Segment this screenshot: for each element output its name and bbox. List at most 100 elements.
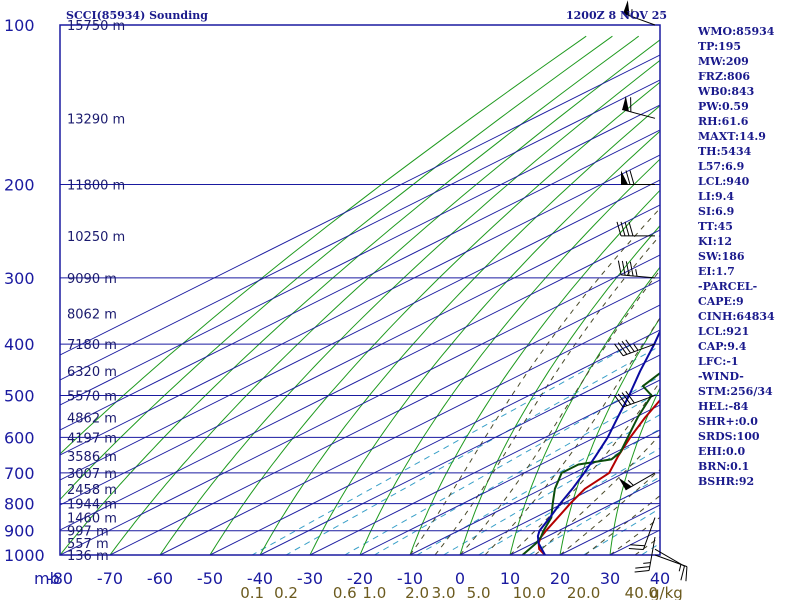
wind-barb (616, 221, 655, 237)
height-label: 10250 m (67, 230, 125, 245)
mixing-ratio-label: 0.1 (240, 584, 264, 600)
index-item: LI:9.4 (698, 190, 734, 203)
series-dewpoint-line (521, 371, 660, 555)
index-item: LCL:940 (698, 175, 750, 188)
plot-frame (59, 24, 661, 556)
mixing-ratio-label: 2.0 (405, 584, 429, 600)
dry-adiabat (60, 35, 613, 501)
wind-barb (618, 472, 656, 491)
dry-adiabat (359, 158, 660, 555)
index-item: SHR+:0.0 (698, 415, 758, 428)
index-item: TH:5434 (698, 145, 752, 158)
wind-barb (634, 536, 656, 573)
dry-adiabat (559, 317, 660, 555)
isotherm (60, 54, 660, 356)
wind-barb (622, 96, 656, 119)
dry-adiabat (609, 386, 660, 555)
height-label: 4197 m (67, 431, 117, 446)
height-label: 9090 m (67, 272, 117, 287)
mixing-ratio-label: 0.6 (333, 584, 357, 600)
isotherm (158, 304, 660, 555)
wind-barb (654, 554, 688, 582)
temperature-tick-label: 20 (550, 569, 570, 588)
dry-adiabat (209, 81, 660, 555)
index-item: BRN:0.1 (698, 460, 749, 473)
mixing-ratio-line (477, 447, 660, 555)
temperature-tick-label: -80 (47, 569, 73, 588)
index-item: EI:1.7 (698, 265, 735, 278)
index-item: STM:256/34 (698, 385, 773, 398)
index-item: MAXT:14.9 (698, 130, 766, 143)
isotherm (458, 454, 660, 555)
temperature-tick-label: -50 (197, 569, 223, 588)
mixing-ratio-line (416, 414, 660, 555)
isotherm (208, 329, 660, 555)
temperature-tick-label: 10 (500, 569, 520, 588)
wind-barb (614, 339, 656, 357)
mixing-ratio-line (528, 476, 660, 555)
temperature-tick-label: -40 (247, 569, 273, 588)
height-label: 11800 m (67, 179, 125, 194)
index-item: LFC:-1 (698, 355, 739, 368)
temperature-tick-label: -60 (147, 569, 173, 588)
height-label: 13290 m (67, 112, 125, 127)
index-item: BSHR:92 (698, 475, 754, 488)
moist-adiabat (559, 469, 660, 555)
pressure-tick-label: 100 (4, 16, 35, 35)
dry-adiabat (109, 39, 660, 555)
index-item: CAPE:9 (698, 295, 744, 308)
index-item: PW:0.59 (698, 100, 749, 113)
index-item: FRZ:806 (698, 70, 750, 83)
height-label: 1944 m (67, 498, 117, 513)
isotherm (60, 154, 660, 456)
index-item: KI:12 (698, 235, 732, 248)
isotherm (108, 279, 660, 555)
isotherm (308, 379, 660, 555)
background-grid (60, 25, 660, 555)
pressure-tick-label: 300 (4, 269, 35, 288)
height-label: 8062 m (67, 307, 117, 322)
wind-barb (614, 390, 656, 408)
height-label: 7180 m (67, 338, 117, 353)
pressure-tick-label: 200 (4, 176, 35, 195)
temperature-tick-label: 30 (600, 569, 620, 588)
stability-index-panel: WMO:85934 TP:195 MW:209 FRZ:806 WB0:843 PW:0.… (697, 25, 775, 488)
dry-adiabat (459, 224, 660, 555)
sounding-traces (521, 329, 660, 555)
dry-adiabat (409, 189, 660, 555)
pressure-tick-label: 1000 (4, 546, 45, 565)
dry-adiabat (509, 266, 660, 555)
wind-barb (617, 260, 656, 279)
index-item: SI:6.9 (698, 205, 734, 218)
height-label: 3007 m (67, 467, 117, 482)
mixing-ratio-label: 20.0 (567, 584, 600, 600)
mixing-ratio-unit-label: g/kg (650, 584, 683, 600)
index-item: TP:195 (698, 40, 741, 53)
mixing-ratio-line (285, 345, 660, 555)
pressure-tick-label: 800 (4, 495, 35, 514)
index-item: WB0:843 (697, 85, 754, 98)
isotherm (60, 179, 660, 481)
isotherm (258, 354, 660, 555)
index-item: MW:209 (698, 55, 749, 68)
temperature-tick-label: -70 (97, 569, 123, 588)
series-parcel-line (536, 329, 660, 555)
chart-time: 1200Z 8 NOV 25 (566, 9, 667, 22)
index-item: L57:6.9 (698, 160, 744, 173)
moist-adiabat (409, 207, 660, 555)
dry-adiabat (159, 59, 660, 555)
moist-adiabat (459, 269, 660, 555)
mixing-ratio-label: 1.0 (362, 584, 386, 600)
height-label: 4862 m (67, 411, 117, 426)
height-label: 3586 m (67, 450, 117, 465)
index-item: EHI:0.0 (698, 445, 745, 458)
pressure-tick-label: 900 (4, 522, 35, 541)
isotherm (60, 254, 660, 555)
mixing-ratio-label: 0.2 (274, 584, 298, 600)
isotherm (408, 429, 660, 555)
pressure-tick-label: 500 (4, 386, 35, 405)
temperature-tick-label: -20 (347, 569, 373, 588)
index-item: -PARCEL- (698, 280, 757, 293)
isotherm (60, 204, 660, 506)
index-item: RH:61.6 (698, 115, 749, 128)
